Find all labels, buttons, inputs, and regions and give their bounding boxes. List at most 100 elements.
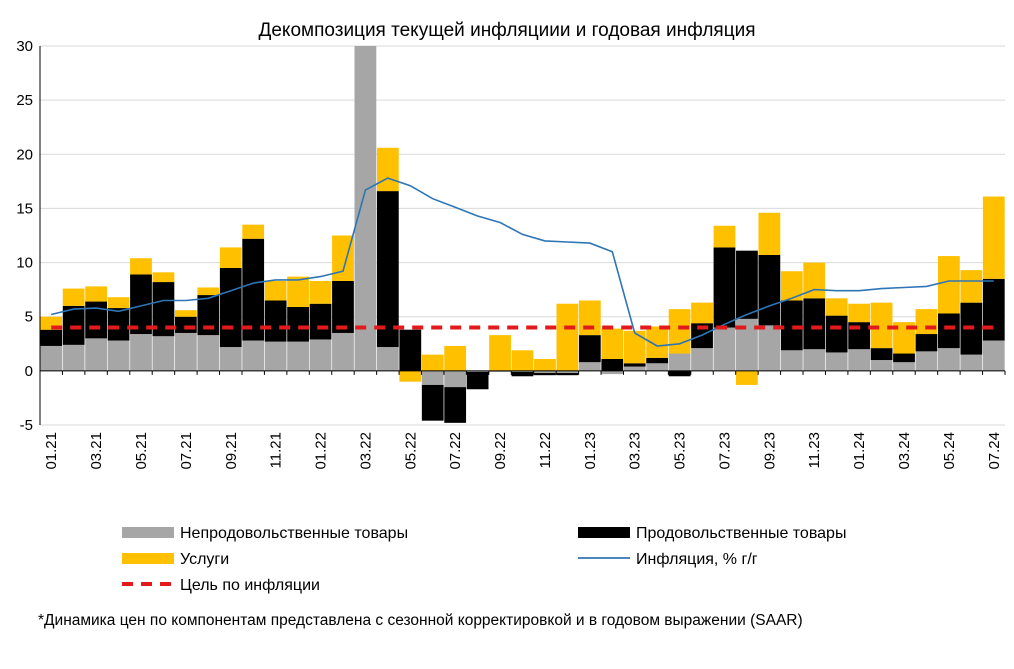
bar (421, 384, 444, 421)
legend-item: Продовольственные товары (578, 525, 846, 542)
bar (376, 347, 399, 371)
bar (893, 362, 915, 371)
bar (646, 326, 669, 358)
bar (242, 224, 265, 239)
bar (623, 363, 646, 367)
bar (870, 302, 893, 349)
bar (758, 325, 781, 371)
bar (264, 341, 287, 371)
y-tick-label: 30 (16, 38, 33, 55)
bar (780, 300, 803, 351)
bar (803, 298, 826, 350)
bar (332, 235, 354, 281)
lines (51, 177, 994, 347)
bar (152, 272, 175, 283)
bar (197, 295, 220, 336)
legend: Непродовольственные товары Продовольствен… (122, 525, 846, 594)
bar (556, 373, 579, 376)
bar (399, 370, 422, 382)
bar (219, 267, 242, 348)
bar (85, 301, 107, 339)
bar (107, 340, 130, 371)
bar (938, 313, 960, 349)
bar (668, 353, 691, 371)
x-tick-label: 07.23 (716, 432, 733, 470)
legend-label: Непродовольственные товары (180, 525, 408, 542)
bar (309, 303, 332, 340)
bar (758, 212, 781, 255)
bar (287, 341, 309, 371)
bar (444, 370, 467, 388)
bar (736, 318, 758, 371)
legend-item: Цель по инфляции (122, 577, 320, 594)
x-tick-label: 07.24 (986, 432, 1003, 470)
bar (623, 330, 646, 364)
x-tick-label: 07.21 (178, 432, 195, 470)
footnote: *Динамика цен по компонентам представлен… (38, 612, 803, 629)
y-tick-label: 25 (16, 92, 33, 109)
bar (668, 309, 691, 354)
y-tick-label: 0 (25, 363, 33, 380)
bar (444, 387, 467, 423)
bar (848, 303, 871, 323)
legend-label: Цель по инфляции (180, 577, 320, 594)
legend-item: Услуги (122, 551, 229, 568)
bar (130, 274, 152, 335)
bar (332, 280, 354, 333)
bar (893, 322, 915, 354)
bar (601, 328, 624, 359)
x-tick-label: 05.24 (941, 432, 958, 470)
bar (444, 345, 467, 371)
axes (39, 46, 1006, 425)
x-tick-label: 11.22 (537, 432, 554, 468)
x-tick-label: 03.23 (627, 432, 644, 470)
bar (578, 300, 601, 336)
bar (332, 332, 354, 371)
bar (152, 336, 175, 371)
bar (848, 349, 871, 371)
bar (691, 348, 713, 371)
bar (982, 340, 1005, 371)
bar (825, 298, 848, 316)
bar (668, 370, 691, 377)
bar (534, 370, 556, 374)
y-tick-label: -5 (20, 417, 33, 434)
bar (242, 340, 265, 371)
bar (130, 334, 152, 371)
bar (578, 335, 601, 363)
bar (219, 347, 242, 371)
bar (915, 334, 938, 352)
bar (915, 309, 938, 335)
bar (197, 335, 220, 371)
x-tick-label: 09.22 (492, 432, 509, 470)
bar (399, 329, 422, 371)
bar (803, 349, 826, 371)
bar (62, 344, 85, 371)
bar (264, 300, 287, 342)
bar (197, 287, 220, 296)
legend-label: Продовольственные товары (636, 525, 846, 542)
bar (354, 46, 377, 371)
bar (646, 357, 669, 364)
bar (511, 350, 534, 371)
bar (309, 280, 332, 304)
bar (938, 256, 960, 314)
bar (893, 353, 915, 363)
y-tick-label: 15 (16, 200, 33, 217)
x-tick-label: 05.21 (133, 432, 150, 470)
bar (40, 329, 63, 346)
bar (107, 308, 130, 341)
bar (489, 335, 511, 371)
bar (174, 310, 197, 317)
bar (713, 247, 736, 328)
bar (466, 370, 489, 372)
bar (376, 147, 399, 192)
bar (107, 297, 130, 309)
bar (534, 373, 556, 376)
bar (780, 350, 803, 371)
bar (130, 258, 152, 275)
legend-item: Инфляция, % г/г (578, 551, 758, 568)
bar (870, 360, 893, 371)
y-axis: -5 0 5 10 15 20 25 30 (16, 38, 33, 434)
